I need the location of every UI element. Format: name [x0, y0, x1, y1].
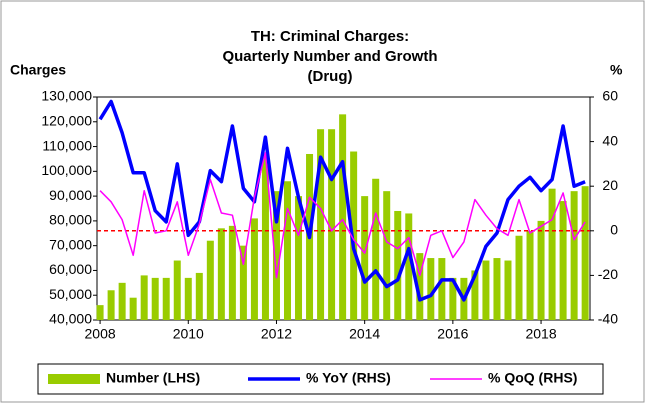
legend-swatch — [48, 374, 100, 384]
legend — [37, 363, 604, 395]
y-tick-label: 100,000 — [41, 162, 92, 178]
y-tick-label: 60,000 — [49, 261, 92, 277]
bar — [526, 230, 534, 320]
y2-tick-label: 0 — [610, 222, 618, 238]
y2-tick-label: 40 — [602, 132, 618, 148]
x-tick-label: 2008 — [85, 326, 116, 342]
bar — [184, 277, 192, 320]
chart-title: Quarterly Number and Growth — [222, 48, 437, 65]
bar — [537, 220, 545, 320]
bar — [548, 188, 556, 320]
bar — [416, 253, 424, 320]
x-tick-label: 2018 — [525, 326, 556, 342]
bar — [162, 277, 170, 320]
bar — [283, 181, 291, 320]
y2-tick-label: 20 — [602, 177, 618, 193]
x-tick-label: 2010 — [173, 326, 204, 342]
bar — [405, 213, 413, 320]
line — [98, 99, 586, 302]
bar — [272, 191, 280, 320]
bar — [570, 191, 578, 320]
x-tick-label: 2016 — [437, 326, 468, 342]
bar — [504, 260, 512, 320]
bar — [581, 186, 589, 320]
legend-label: % YoY (RHS) — [306, 370, 391, 386]
bar — [438, 258, 446, 320]
bar — [482, 260, 490, 320]
bar — [361, 196, 369, 320]
bar — [173, 260, 181, 320]
y2-tick-label: -40 — [598, 311, 618, 327]
y-tick-label: 40,000 — [49, 311, 92, 327]
y2-tick-label: -20 — [598, 266, 618, 282]
bar — [328, 129, 336, 320]
y2-axis-label: % — [610, 62, 623, 78]
bar — [372, 178, 380, 320]
x-tick-label: 2014 — [349, 326, 380, 342]
y-tick-label: 50,000 — [49, 286, 92, 302]
bar — [129, 297, 137, 320]
bar — [228, 225, 236, 320]
legend-label: % QoQ (RHS) — [488, 370, 577, 386]
bar — [217, 228, 225, 320]
bar — [471, 270, 479, 320]
bar — [140, 275, 148, 320]
bar — [559, 201, 567, 320]
bar — [118, 282, 126, 320]
bar — [151, 277, 159, 320]
bar — [427, 258, 435, 320]
bar — [394, 210, 402, 320]
bar — [239, 245, 247, 320]
bar — [317, 129, 325, 320]
chart-title: TH: Criminal Charges: — [251, 28, 409, 45]
x-tick-label: 2012 — [261, 326, 292, 342]
bar — [250, 218, 258, 320]
legend-label: Number (LHS) — [106, 370, 200, 386]
y-tick-label: 90,000 — [49, 187, 92, 203]
y-tick-label: 120,000 — [41, 112, 92, 128]
y-tick-label: 80,000 — [49, 212, 92, 228]
chart-title: (Drug) — [308, 68, 353, 85]
line — [99, 152, 586, 279]
bar — [96, 305, 104, 320]
bar — [295, 196, 303, 320]
bar — [339, 114, 347, 320]
y-axis-label: Charges — [10, 62, 66, 78]
bar — [195, 272, 203, 320]
bar — [261, 153, 269, 320]
y-tick-label: 130,000 — [41, 88, 92, 104]
y-tick-label: 70,000 — [49, 236, 92, 252]
bar — [383, 191, 391, 320]
bar — [449, 277, 457, 320]
bar — [515, 235, 523, 320]
bar — [107, 290, 115, 320]
bar — [493, 258, 501, 320]
y-tick-label: 110,000 — [42, 137, 92, 153]
y2-tick-label: 60 — [602, 88, 618, 104]
bar — [206, 240, 214, 320]
